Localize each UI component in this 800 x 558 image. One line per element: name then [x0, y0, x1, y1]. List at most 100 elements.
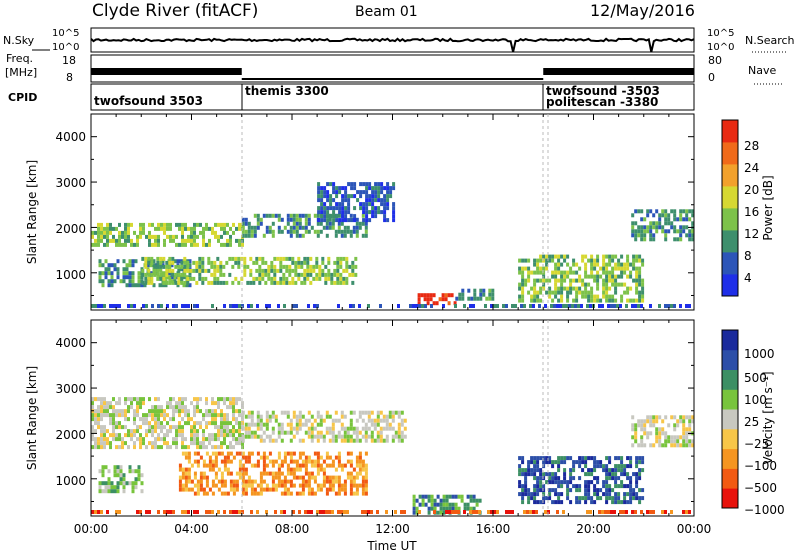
heatmap-cell	[635, 484, 639, 489]
heatmap-cell	[349, 304, 352, 308]
heatmap-cell	[346, 510, 349, 514]
heatmap-cell	[226, 405, 229, 410]
heatmap-cell	[151, 304, 154, 308]
heatmap-cell	[316, 451, 320, 456]
heatmap-cell	[527, 468, 531, 473]
heatmap-cell	[220, 441, 223, 446]
heatmap-cell	[238, 409, 241, 414]
heatmap-cell	[374, 186, 378, 191]
heatmap-cell	[322, 434, 326, 439]
heatmap-cell	[634, 209, 638, 214]
heatmap-cell	[685, 213, 689, 218]
heatmap-cell	[184, 483, 188, 488]
heatmap-cell	[304, 217, 308, 222]
heatmap-cell	[676, 435, 680, 440]
heatmap-cell	[661, 419, 665, 424]
heatmap-cell	[148, 441, 151, 446]
heatmap-cell	[241, 491, 245, 496]
heatmap-cell	[217, 479, 221, 484]
heatmap-cell	[292, 221, 296, 226]
heatmap-cell	[685, 304, 688, 308]
heatmap-cell	[629, 274, 633, 279]
heatmap-cell	[356, 198, 360, 203]
heatmap-cell	[334, 479, 338, 484]
heatmap-cell	[186, 260, 190, 265]
heatmap-cell	[631, 221, 635, 226]
heatmap-cell	[116, 473, 120, 478]
heatmap-cell	[626, 484, 630, 489]
heatmap-cell	[658, 439, 662, 444]
heatmap-cell	[148, 413, 151, 418]
heatmap-cell	[307, 491, 311, 496]
heatmap-cell	[220, 222, 223, 227]
heatmap-cell	[376, 438, 380, 443]
heatmap-cell	[427, 506, 431, 511]
heatmap-cell	[641, 282, 645, 287]
heatmap-cell	[214, 425, 217, 430]
heatmap-cell	[323, 210, 327, 215]
heatmap-cell	[128, 283, 132, 288]
heatmap-cell	[190, 234, 193, 239]
heatmap-cell	[536, 484, 540, 489]
heatmap-cell	[211, 413, 214, 418]
heatmap-cell	[229, 510, 232, 514]
heatmap-cell	[188, 259, 192, 264]
heatmap-cell	[201, 268, 205, 273]
heatmap-cell	[223, 226, 226, 231]
heatmap-cell	[332, 182, 336, 187]
heatmap-cell	[151, 413, 154, 418]
heatmap-cell	[358, 467, 362, 472]
heatmap-cell	[183, 264, 187, 269]
heatmap-cell	[199, 471, 203, 476]
heatmap-cell	[554, 262, 558, 267]
heatmap-cell	[566, 262, 570, 267]
velocity-cbar-tick: −25	[744, 437, 769, 451]
heatmap-cell	[244, 422, 248, 427]
heatmap-cell	[190, 429, 193, 434]
heatmap-cell	[118, 242, 121, 247]
heatmap-cell	[307, 459, 311, 464]
heatmap-cell	[298, 221, 302, 226]
heatmap-cell	[223, 479, 227, 484]
heatmap-cell	[340, 483, 344, 488]
heatmap-cell	[358, 471, 362, 476]
heatmap-cell	[596, 286, 600, 291]
heatmap-cell	[186, 268, 190, 273]
heatmap-cell	[572, 468, 576, 473]
heatmap-cell	[439, 498, 443, 503]
heatmap-cell	[98, 485, 102, 490]
heatmap-cell	[566, 484, 570, 489]
heatmap-cell	[631, 423, 635, 428]
x-tick-label: 20:00	[576, 522, 611, 536]
heatmap-cell	[676, 419, 680, 424]
heatmap-cell	[273, 264, 277, 269]
heatmap-cell	[196, 487, 200, 492]
heatmap-cell	[205, 491, 209, 496]
heatmap-cell	[348, 264, 352, 269]
heatmap-cell	[328, 438, 332, 443]
heatmap-cell	[144, 280, 148, 285]
heatmap-cell	[181, 234, 184, 239]
heatmap-cell	[168, 256, 172, 261]
power-cbar-tick: 20	[744, 183, 759, 197]
heatmap-cell	[432, 301, 436, 306]
heatmap-cell	[283, 491, 287, 496]
heatmap-cell	[625, 510, 628, 514]
heatmap-cell	[228, 272, 232, 277]
heatmap-cell	[655, 209, 659, 214]
heatmap-cell	[344, 194, 348, 199]
heatmap-cell	[310, 434, 314, 439]
heatmap-cell	[385, 414, 389, 419]
heatmap-cell	[274, 414, 278, 419]
heatmap-cell	[214, 475, 218, 480]
heatmap-cell	[172, 441, 175, 446]
heatmap-cell	[349, 426, 353, 431]
heatmap-cell	[521, 484, 525, 489]
heatmap-cell	[442, 304, 445, 308]
colorbar-swatch	[722, 468, 738, 489]
heatmap-cell	[107, 267, 111, 272]
heatmap-cell	[159, 256, 163, 261]
heatmap-cell	[614, 496, 618, 501]
heatmap-cell	[334, 467, 338, 472]
heatmap-cell	[374, 214, 378, 219]
